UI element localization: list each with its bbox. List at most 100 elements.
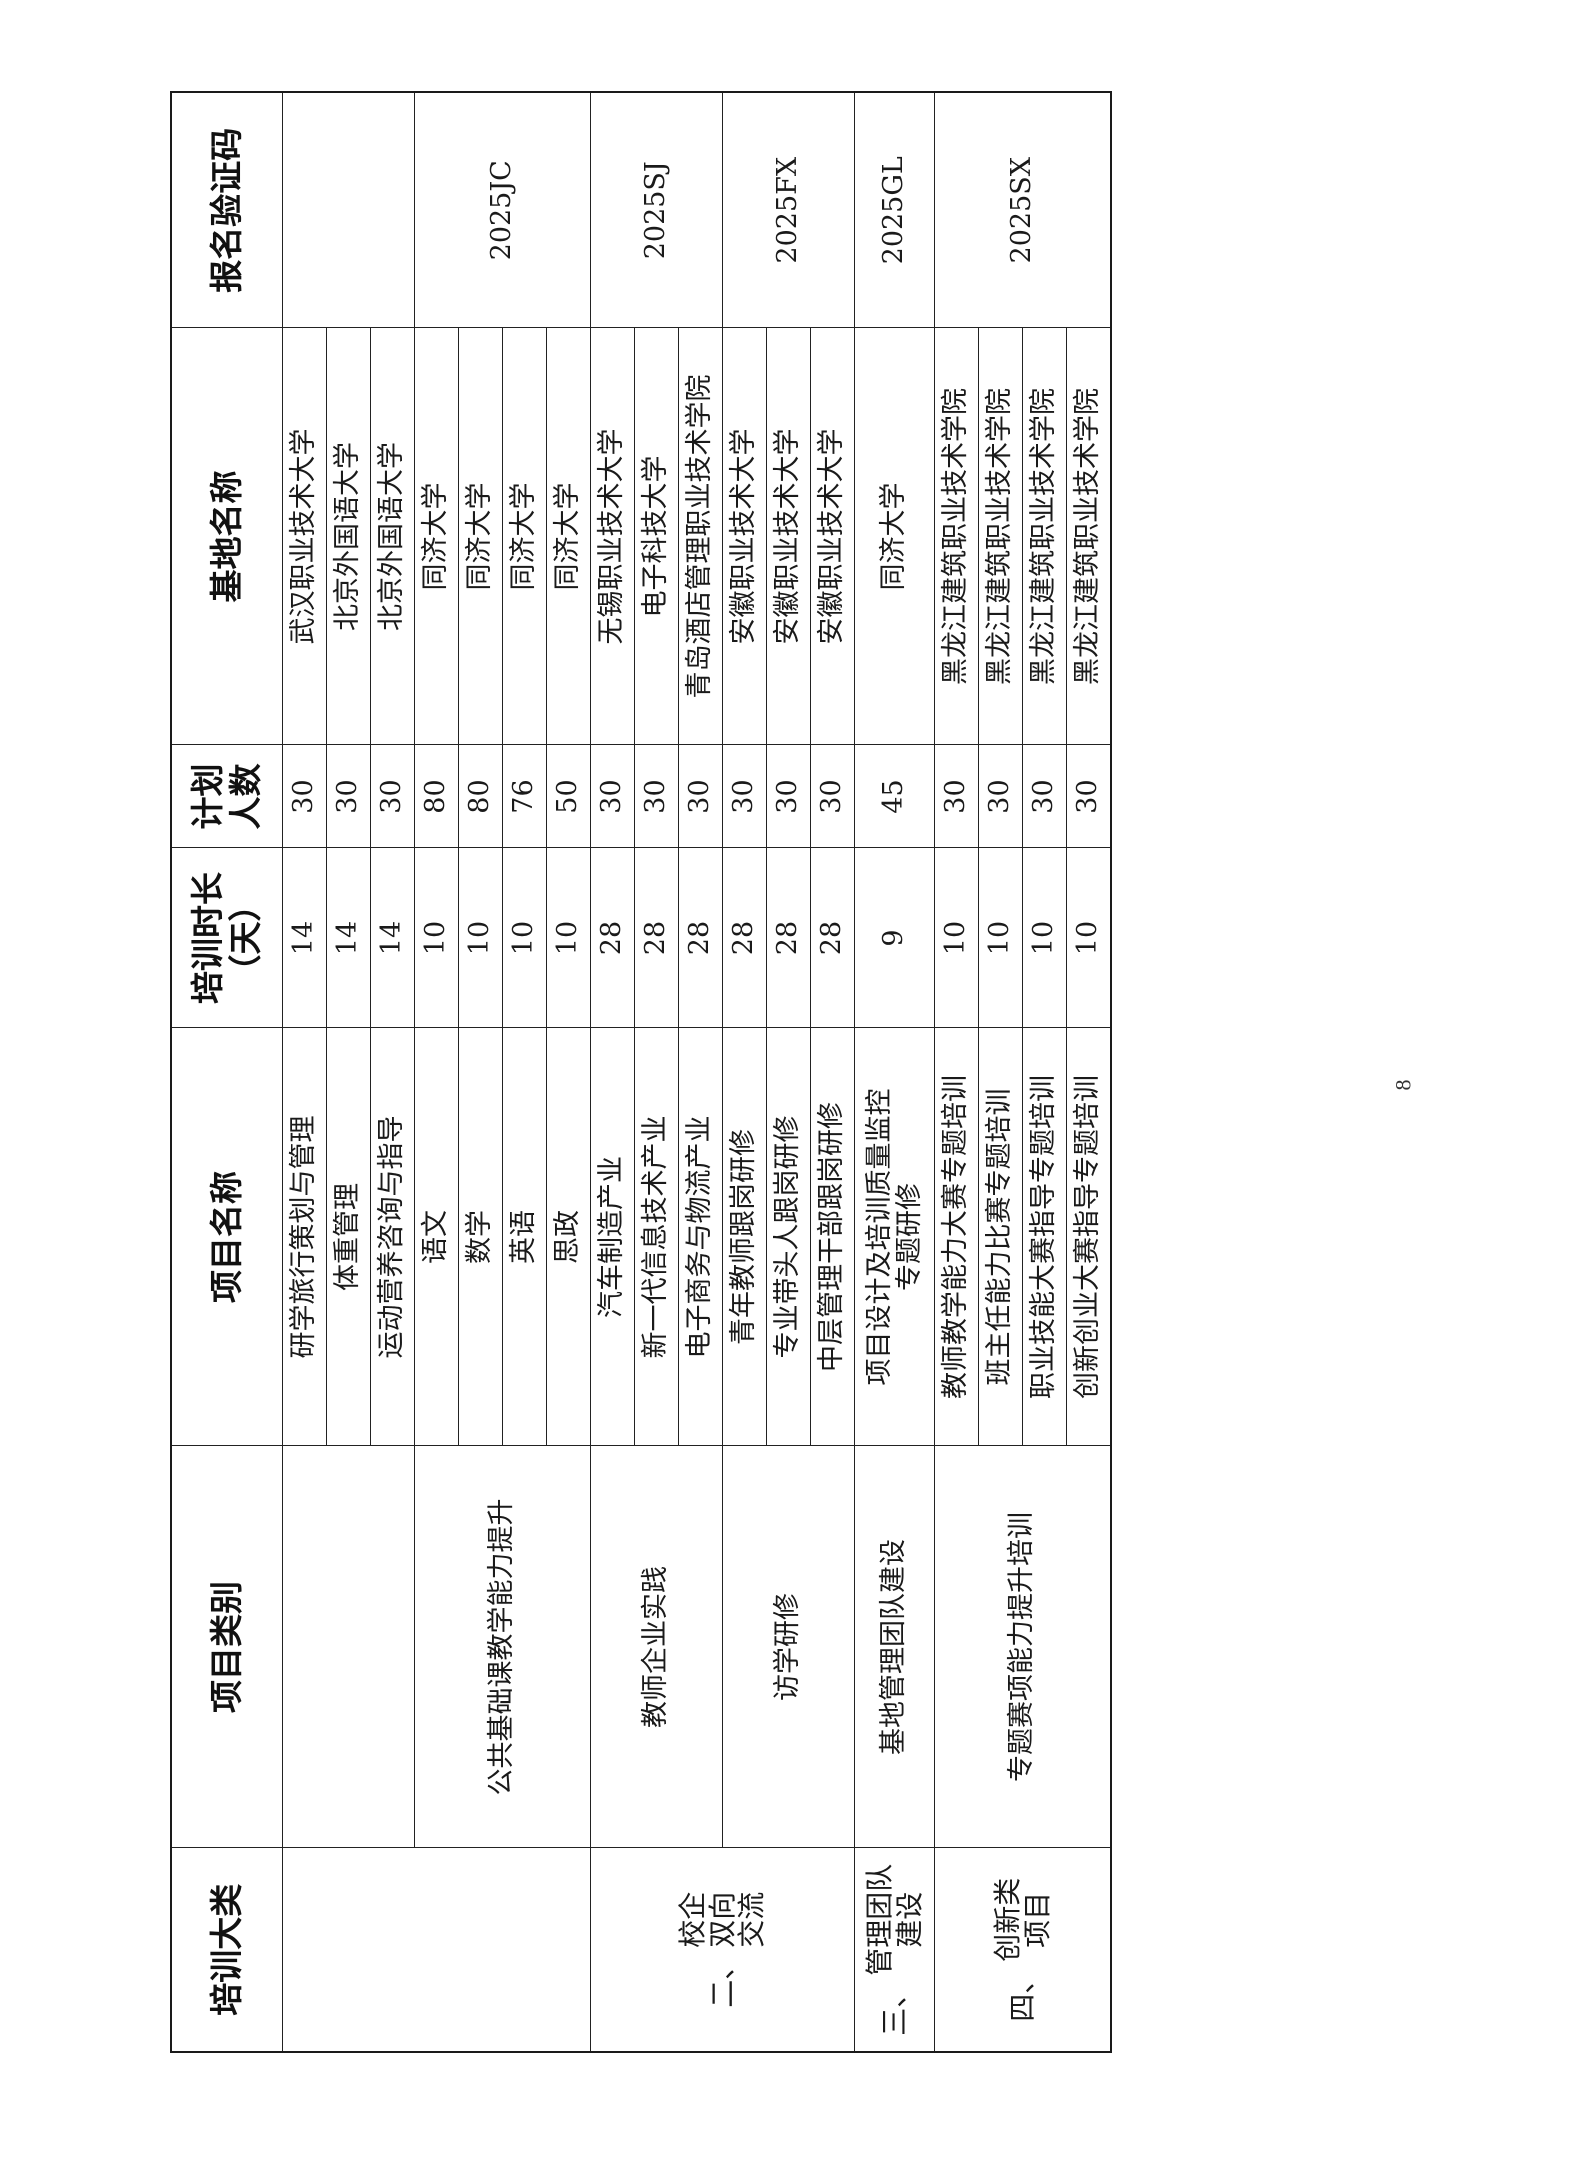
project-name: 创新创业大赛指导专题培训 [1066, 1028, 1111, 1446]
project-name: 中层管理干部跟岗研修 [810, 1028, 855, 1446]
category-text: 校企 双向 交流 [676, 1891, 769, 1948]
base-name: 武汉职业技术大学 [282, 328, 327, 745]
header-planned-count: 计划 人数 [171, 745, 283, 848]
planned-count: 30 [634, 745, 679, 848]
training-table-rotated: 培训大类 项目类别 项目名称 培训时长 （天） 计划 人数 基地名称 报名验证码… [170, 91, 1139, 2053]
duration: 10 [978, 848, 1023, 1028]
project-name: 职业技能大赛指导专题培训 [1022, 1028, 1067, 1446]
duration: 14 [326, 848, 371, 1028]
table-row: 四、 创新类 项目 专题赛项能力提升培训 教师教学能力大赛专题培训 10 30 黑… [934, 92, 1111, 2052]
planned-count: 30 [978, 745, 1023, 848]
category-cell: 二、 校企 双向 交流 [590, 1848, 855, 2052]
project-name: 体重管理 [326, 1028, 371, 1446]
verification-code: 2025SX [934, 92, 1111, 328]
category-prefix: 二、 [705, 1951, 739, 2008]
base-name: 安徽职业技术大学 [810, 328, 855, 745]
category-text: 创新类 项目 [991, 1877, 1054, 1962]
header-verification-code: 报名验证码 [171, 92, 283, 328]
header-category: 培训大类 [171, 1848, 283, 2052]
table-row: 研学旅行策划与管理 14 30 武汉职业技术大学 [282, 92, 591, 2052]
table-row: 访学研修 青年教师跟岗研修 28 30 安徽职业技术大学 2025FX [722, 92, 855, 2052]
project-name: 语文 [414, 1028, 459, 1446]
duration: 10 [1066, 848, 1111, 1028]
duration: 28 [722, 848, 767, 1028]
verification-code: 2025FX [722, 92, 855, 328]
category-text: 管理团队 建设 [863, 1863, 926, 1976]
type-cell: 公共基础课教学能力提升 [414, 1446, 591, 1848]
table-header-row: 培训大类 项目类别 项目名称 培训时长 （天） 计划 人数 基地名称 报名验证码 [171, 92, 283, 2052]
type-cell: 访学研修 [722, 1446, 855, 1848]
base-name: 黑龙江建筑职业技术学院 [1066, 328, 1111, 745]
project-name: 研学旅行策划与管理 [282, 1028, 327, 1446]
project-name: 汽车制造产业 [590, 1028, 635, 1446]
planned-count: 30 [282, 745, 327, 848]
planned-count: 30 [678, 745, 723, 848]
project-name: 项目设计及培训质量监控 专题研修 [854, 1028, 935, 1446]
duration: 28 [810, 848, 855, 1028]
planned-count: 30 [722, 745, 767, 848]
duration: 14 [370, 848, 415, 1028]
project-name: 运动营养咨询与指导 [370, 1028, 415, 1446]
type-cell: 专题赛项能力提升培训 [934, 1446, 1111, 1848]
base-name: 同济大学 [854, 328, 935, 745]
base-name: 黑龙江建筑职业技术学院 [1022, 328, 1067, 745]
header-project-name: 项目名称 [171, 1028, 283, 1446]
base-name: 同济大学 [546, 328, 591, 745]
header-type: 项目类别 [171, 1446, 283, 1848]
table-row: 公共基础课教学能力提升 语文 10 80 同济大学 2025JC [414, 92, 591, 2052]
planned-count: 30 [766, 745, 811, 848]
planned-count: 30 [326, 745, 371, 848]
planned-count: 30 [370, 745, 415, 848]
training-projects-table: 培训大类 项目类别 项目名称 培训时长 （天） 计划 人数 基地名称 报名验证码… [170, 91, 1112, 2053]
category-prefix: 三、 [877, 1979, 911, 2036]
planned-count: 80 [458, 745, 503, 848]
header-base-name: 基地名称 [171, 328, 283, 745]
base-name: 同济大学 [458, 328, 503, 745]
duration: 10 [458, 848, 503, 1028]
duration: 14 [282, 848, 327, 1028]
verification-code: 2025GL [854, 92, 935, 328]
planned-count: 50 [546, 745, 591, 848]
project-name: 新一代信息技术产业 [634, 1028, 679, 1446]
project-name: 专业带头人跟岗研修 [766, 1028, 811, 1446]
base-name: 黑龙江建筑职业技术学院 [978, 328, 1023, 745]
project-name: 青年教师跟岗研修 [722, 1028, 767, 1446]
type-cell: 基地管理团队建设 [854, 1446, 935, 1848]
type-cell: 教师企业实践 [590, 1446, 723, 1848]
project-name: 英语 [502, 1028, 547, 1446]
project-name: 班主任能力比赛专题培训 [978, 1028, 1023, 1446]
verification-code [282, 92, 415, 328]
duration: 28 [766, 848, 811, 1028]
duration: 9 [854, 848, 935, 1028]
header-duration: 培训时长 （天） [171, 848, 283, 1028]
base-name: 同济大学 [502, 328, 547, 745]
base-name: 电子科技大学 [634, 328, 679, 745]
project-name: 思政 [546, 1028, 591, 1446]
duration: 28 [678, 848, 723, 1028]
base-name: 安徽职业技术大学 [766, 328, 811, 745]
table-row: 二、 校企 双向 交流 教师企业实践 汽车制造产业 28 30 无锡职业技术大学 … [590, 92, 855, 2052]
type-cell [282, 1446, 415, 1848]
duration: 28 [634, 848, 679, 1028]
category-cell [282, 1848, 591, 2052]
duration: 10 [414, 848, 459, 1028]
category-cell: 三、 管理团队 建设 [854, 1848, 935, 2052]
base-name: 无锡职业技术大学 [590, 328, 635, 745]
duration: 10 [934, 848, 979, 1028]
planned-count: 30 [1022, 745, 1067, 848]
category-prefix: 四、 [1005, 1965, 1039, 2022]
planned-count: 80 [414, 745, 459, 848]
planned-count: 30 [934, 745, 979, 848]
planned-count: 30 [1066, 745, 1111, 848]
project-name: 电子商务与物流产业 [678, 1028, 723, 1446]
base-name: 黑龙江建筑职业技术学院 [934, 328, 979, 745]
verification-code: 2025SJ [590, 92, 723, 328]
duration: 28 [590, 848, 635, 1028]
base-name: 北京外国语大学 [326, 328, 371, 745]
duration: 10 [1022, 848, 1067, 1028]
duration: 10 [546, 848, 591, 1028]
project-name: 数学 [458, 1028, 503, 1446]
category-cell: 四、 创新类 项目 [934, 1848, 1111, 2052]
table-row: 三、 管理团队 建设 基地管理团队建设 项目设计及培训质量监控 专题研修 9 45… [854, 92, 935, 2052]
verification-code: 2025JC [414, 92, 591, 328]
